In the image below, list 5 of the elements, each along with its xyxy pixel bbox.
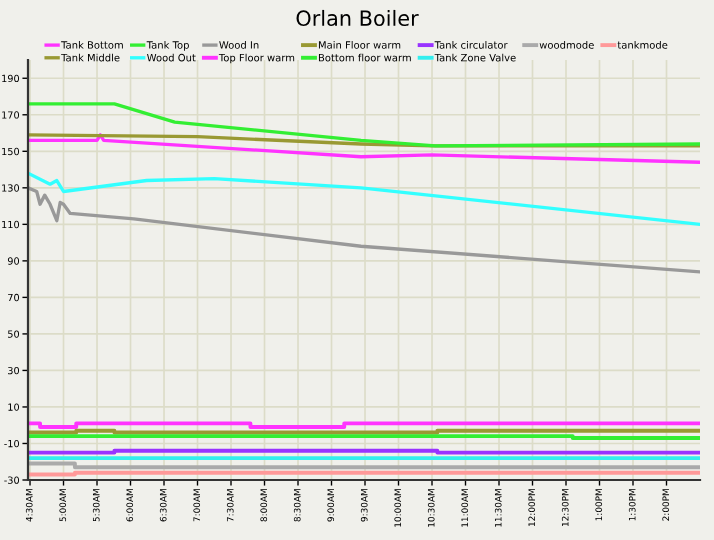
line-series: [28, 186, 700, 274]
line-series: [28, 102, 700, 148]
line-series: [28, 133, 700, 164]
chart-title: Orlan Boiler: [296, 9, 419, 27]
line-series: [28, 171, 700, 227]
